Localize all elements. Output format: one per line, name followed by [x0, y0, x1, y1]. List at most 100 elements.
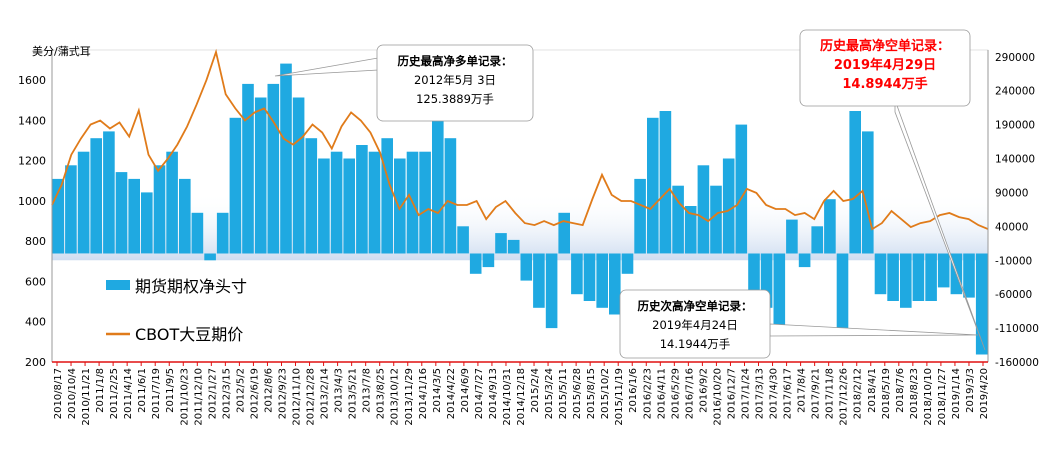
- x-tick-label: 2012/12/28: [306, 368, 317, 426]
- x-tick-label: 2016/4/11: [656, 368, 667, 419]
- bar: [52, 178, 65, 254]
- right-tick-label: -110000: [995, 323, 1039, 335]
- left-tick-label: 1600: [18, 74, 46, 87]
- x-tick-label: 2012/9/23: [278, 368, 289, 419]
- annotation-text: 14.1944万手: [660, 337, 731, 351]
- annotation-box: [799, 29, 971, 107]
- bar: [381, 138, 393, 254]
- bar: [204, 253, 216, 261]
- x-tick-label: 2012/5/2: [235, 368, 246, 413]
- x-tick-label: 2012/6/19: [249, 368, 260, 419]
- bar: [912, 253, 925, 301]
- bar: [444, 138, 457, 254]
- x-tick-label: 2015/11/19: [614, 368, 625, 426]
- bar: [103, 131, 115, 254]
- bar: [419, 151, 431, 254]
- bar: [356, 145, 368, 254]
- left-tick-label: 1000: [18, 195, 46, 208]
- annotation-box: [376, 44, 534, 122]
- x-tick-label: 2017/8/4: [797, 368, 808, 413]
- bar: [609, 253, 621, 315]
- bar: [115, 172, 128, 254]
- x-tick-label: 2011/4/14: [123, 368, 134, 419]
- right-tick-label: -10000: [995, 255, 1032, 267]
- right-tick-label: 90000: [995, 187, 1028, 199]
- x-tick-label: 2011/9/5: [165, 368, 176, 413]
- x-tick-label: 2013/2/14: [320, 368, 331, 419]
- x-tick-label: 2018/2/12: [853, 368, 864, 419]
- x-tick-label: 2017/12/26: [839, 368, 850, 426]
- left-tick-label: 400: [25, 316, 46, 329]
- x-tick-label: 2017/9/21: [811, 368, 822, 419]
- bar: [735, 124, 748, 254]
- bar: [937, 253, 950, 288]
- bar: [280, 63, 292, 254]
- right-tick-label: -60000: [995, 289, 1032, 301]
- x-tick-label: 2014/12/18: [516, 368, 527, 426]
- x-tick-label: 2017/6/17: [783, 368, 794, 419]
- bar: [571, 253, 583, 295]
- bar: [558, 212, 570, 254]
- left-tick-label: 1200: [18, 155, 46, 168]
- bar: [77, 151, 90, 254]
- annotation-text: 2012年5月 3日: [414, 73, 496, 87]
- x-tick-label: 2013/11/29: [404, 368, 415, 426]
- left-tick-label: 1400: [18, 114, 46, 127]
- annotation-box: [619, 289, 771, 359]
- right-tick-label: 140000: [995, 154, 1035, 166]
- bar: [330, 151, 343, 254]
- x-tick-label: 2019/3/3: [965, 368, 976, 413]
- x-tick-label: 2015/3/24: [544, 368, 555, 419]
- annotation-text: 历史最高净空单记录：: [820, 38, 950, 54]
- bar: [925, 253, 937, 301]
- right-tick-label: 40000: [995, 221, 1028, 233]
- x-tick-label: 2018/4/1: [867, 368, 878, 413]
- x-tick-label: 2012/11/10: [292, 368, 303, 426]
- x-tick-label: 2014/4/22: [446, 368, 457, 419]
- x-tick-label: 2014/7/27: [474, 368, 485, 419]
- bar: [710, 185, 722, 254]
- right-tick-label: 290000: [995, 52, 1035, 64]
- x-tick-label: 2014/3/5: [432, 368, 443, 413]
- bar: [292, 97, 305, 254]
- bar: [824, 199, 836, 254]
- x-tick-label: 2019/1/14: [951, 368, 962, 419]
- x-tick-label: 2017/1/24: [741, 368, 752, 419]
- x-tick-label: 2016/9/2: [698, 368, 709, 413]
- x-tick-label: 2011/6/1: [137, 368, 148, 413]
- x-tick-label: 2013/10/12: [390, 368, 401, 426]
- x-tick-label: 2011/1/8: [95, 368, 106, 413]
- bar: [267, 83, 280, 254]
- x-tick-label: 2010/11/21: [81, 368, 92, 426]
- bar: [533, 253, 545, 308]
- x-tick-label: 2016/5/29: [670, 368, 681, 419]
- bar: [191, 212, 204, 254]
- bar: [672, 185, 684, 254]
- x-tick-label: 2011/7/19: [151, 368, 162, 419]
- annotation-text: 2019年4月29日: [834, 57, 936, 73]
- x-tick-label: 2012/3/15: [221, 368, 232, 419]
- left-tick-label: 200: [25, 356, 46, 369]
- annotation-text: 14.8944万手: [842, 76, 927, 92]
- bar: [495, 233, 507, 254]
- legend-label-bars: 期货期权净头寸: [135, 277, 247, 296]
- bar: [760, 253, 773, 308]
- left-axis-label: 美分/蒲式耳: [32, 44, 91, 58]
- left-tick-label: 600: [25, 275, 46, 288]
- x-tick-label: 2019/4/20: [979, 368, 990, 419]
- bar: [305, 138, 318, 254]
- x-tick-label: 2010/10/4: [67, 368, 78, 419]
- x-tick-label: 2014/1/16: [418, 368, 429, 419]
- annotation-text: 历史最高净多单记录：: [398, 54, 513, 68]
- bar: [482, 253, 495, 268]
- bar: [811, 226, 823, 254]
- x-tick-label: 2018/10/10: [923, 368, 934, 426]
- bar: [975, 253, 988, 355]
- bar: [179, 178, 191, 254]
- bar: [318, 158, 330, 254]
- x-tick-label: 2017/11/8: [825, 368, 836, 419]
- x-tick-label: 2015/6/28: [572, 368, 583, 419]
- right-tick-label: 190000: [995, 120, 1035, 132]
